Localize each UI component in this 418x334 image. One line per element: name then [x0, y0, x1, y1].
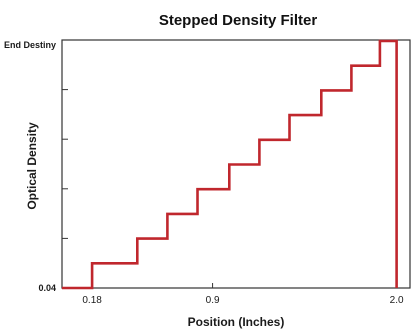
x-tick-label: 2.0 — [390, 295, 404, 306]
y-axis-ticks — [62, 39, 68, 289]
density-step-line — [62, 39, 398, 290]
y-tick-label-min: 0.04 — [38, 283, 56, 293]
chart-title: Stepped Density Filter — [159, 12, 318, 29]
plot-area — [61, 39, 411, 289]
x-tick-label: 0.9 — [206, 295, 220, 306]
x-axis-label: Position (Inches) — [188, 315, 285, 329]
y-axis-label: Optical Density — [25, 122, 39, 210]
y-tick-label-max: End Destiny — [4, 40, 56, 50]
x-axis-ticks — [91, 283, 398, 288]
x-tick-labels: 0.18 0.9 2.0 — [82, 295, 404, 306]
plot-frame — [61, 39, 411, 289]
x-tick-label: 0.18 — [82, 295, 102, 306]
